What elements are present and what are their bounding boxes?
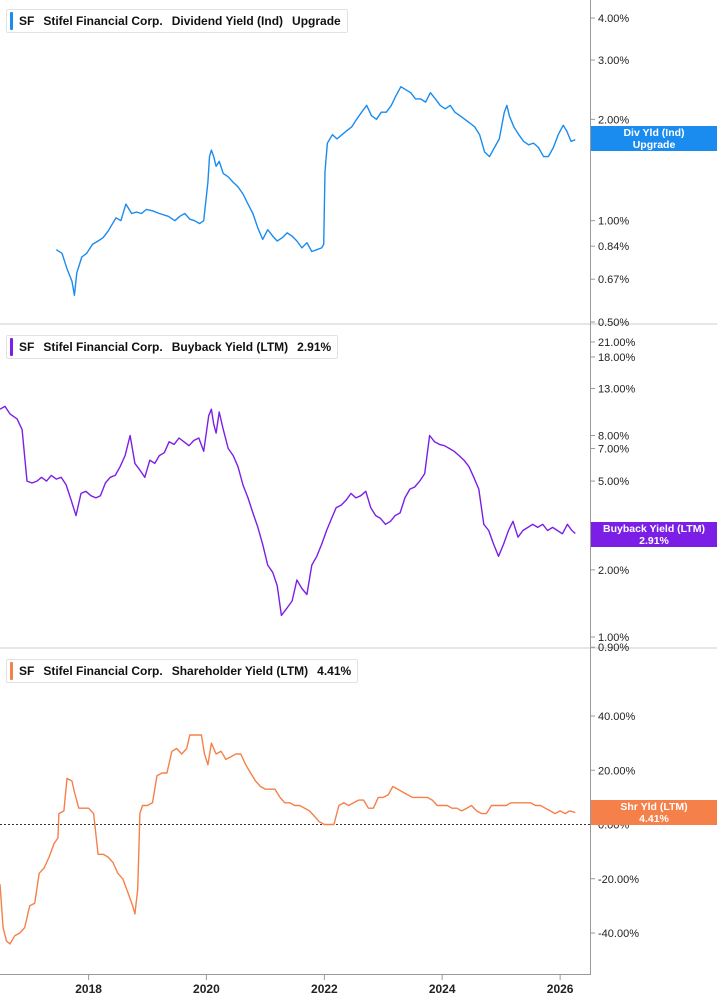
y-tick-label: 20.00% bbox=[598, 765, 636, 777]
y-tick-label: 2.00% bbox=[598, 114, 629, 126]
buyback-series-line bbox=[0, 405, 576, 617]
y-tick-label: 18.00% bbox=[598, 352, 636, 364]
shareholder-series-line bbox=[0, 734, 576, 945]
legend-value: Upgrade bbox=[292, 14, 341, 28]
legend-value: 4.41% bbox=[317, 664, 352, 678]
y-tick-label: 40.00% bbox=[598, 711, 636, 723]
y-tick-label: 5.00% bbox=[598, 476, 629, 488]
legend-swatch-shareholder bbox=[10, 662, 13, 680]
legend-company: Stifel Financial Corp. bbox=[43, 14, 163, 28]
x-tick-label: 2026 bbox=[547, 982, 574, 996]
y-tick-label: 13.00% bbox=[598, 383, 636, 395]
y-tick-label: 0.50% bbox=[598, 317, 629, 329]
legend-ticker: SF bbox=[19, 340, 35, 354]
x-tick-label: 2020 bbox=[193, 982, 220, 996]
y-tick-label: -20.00% bbox=[598, 874, 639, 886]
legend-shareholder-yield: SF Stifel Financial Corp. Shareholder Yi… bbox=[6, 659, 359, 683]
dividend-series-line bbox=[55, 85, 576, 296]
y-tick-label: 0.84% bbox=[598, 241, 629, 253]
legend-metric: Buyback Yield (LTM) bbox=[171, 340, 289, 354]
y-tick-label: -40.00% bbox=[598, 928, 639, 940]
tag-value: Upgrade bbox=[632, 138, 676, 151]
x-tick-label: 2022 bbox=[311, 982, 338, 996]
legend-swatch-buyback bbox=[10, 338, 13, 356]
legend-metric: Dividend Yield (Ind) bbox=[171, 14, 284, 28]
y-tick-label: 8.00% bbox=[598, 431, 629, 443]
y-tick-label: 1.00% bbox=[598, 216, 629, 228]
y-tick-label: 0.67% bbox=[598, 274, 629, 286]
legend-value: 2.91% bbox=[297, 340, 332, 354]
y-tick-label: 3.00% bbox=[598, 55, 629, 67]
last-value-tag-dividend: Div Yld (Ind) Upgrade bbox=[591, 126, 717, 151]
last-value-tag-buyback: Buyback Yield (LTM) 2.91% bbox=[591, 522, 717, 547]
tag-label: Buyback Yield (LTM) bbox=[603, 522, 705, 535]
legend-dividend-yield: SF Stifel Financial Corp. Dividend Yield… bbox=[6, 9, 348, 33]
tag-value: 4.41% bbox=[639, 812, 669, 825]
legend-metric: Shareholder Yield (LTM) bbox=[171, 664, 309, 678]
legend-swatch-dividend bbox=[10, 12, 13, 30]
y-tick-label: 2.00% bbox=[598, 565, 629, 577]
legend-ticker: SF bbox=[19, 14, 35, 28]
legend-company: Stifel Financial Corp. bbox=[43, 340, 163, 354]
legend-buyback-yield: SF Stifel Financial Corp. Buyback Yield … bbox=[6, 335, 339, 359]
y-tick-label: 0.90% bbox=[598, 642, 629, 654]
y-tick-label: 1.00% bbox=[598, 632, 629, 644]
tag-label: Div Yld (Ind) bbox=[623, 126, 685, 139]
last-value-tag-shareholder: Shr Yld (LTM) 4.41% bbox=[591, 800, 717, 825]
y-tick-label: 7.00% bbox=[598, 443, 629, 455]
x-tick-label: 2018 bbox=[75, 982, 102, 996]
y-tick-label: 4.00% bbox=[598, 13, 629, 25]
legend-company: Stifel Financial Corp. bbox=[43, 664, 163, 678]
tag-label: Shr Yld (LTM) bbox=[620, 800, 688, 813]
x-tick-label: 2024 bbox=[429, 982, 456, 996]
y-tick-label: 21.00% bbox=[598, 337, 636, 349]
tag-value: 2.91% bbox=[639, 534, 669, 547]
legend-ticker: SF bbox=[19, 664, 35, 678]
